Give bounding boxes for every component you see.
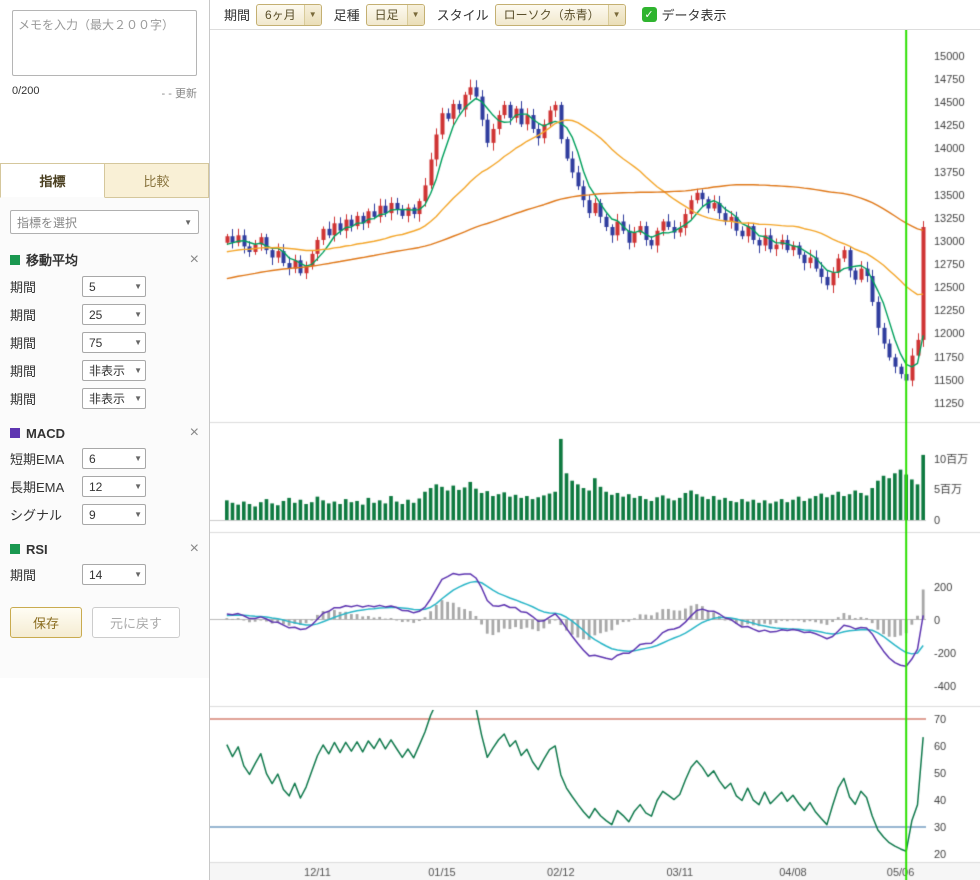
chevron-down-icon: ▼ (184, 217, 192, 227)
sidebar: 0/200 - - 更新 指標 比較 指標を選択 ▼ 移動平均 × 期間 (0, 0, 210, 880)
macd-color-swatch-icon (10, 428, 20, 438)
memo-meta: 0/200 - - 更新 (12, 85, 197, 101)
param-label: 期間 (10, 568, 37, 583)
bar-type-label: 足種 (333, 8, 360, 23)
param-row: 期間 5 ▼ (10, 276, 199, 297)
param-row: 期間 25 ▼ (10, 304, 199, 325)
indicator-select[interactable]: 指標を選択 ▼ (10, 210, 199, 234)
ma-period-4-select[interactable]: 非表示 ▼ (82, 360, 146, 381)
tab-indicators[interactable]: 指標 (0, 163, 105, 198)
rsi-period-select[interactable]: 14 ▼ (82, 564, 146, 585)
param-value: 14 (89, 567, 103, 582)
data-display-toggle[interactable]: ✓ データ表示 (641, 5, 727, 24)
param-value: 9 (89, 507, 96, 522)
ma-period-5-select[interactable]: 非表示 ▼ (82, 388, 146, 409)
param-value: 5 (89, 279, 96, 294)
sidebar-tabs: 指標 比較 (0, 163, 209, 198)
memo-input[interactable] (12, 10, 197, 76)
section-title: MACD (26, 425, 65, 441)
param-label: 期間 (10, 364, 37, 379)
param-value: 12 (89, 479, 103, 494)
param-label: 期間 (10, 280, 37, 295)
tab-compare[interactable]: 比較 (105, 163, 209, 198)
chevron-down-icon: ▼ (134, 338, 142, 347)
ma-period-2-select[interactable]: 25 ▼ (82, 304, 146, 325)
period-select[interactable]: 6ヶ月 ▼ (256, 3, 322, 26)
ma-period-3-select[interactable]: 75 ▼ (82, 332, 146, 353)
chevron-down-icon: ▼ (607, 4, 625, 25)
style-select[interactable]: ローソク（赤青） ▼ (494, 3, 626, 26)
close-icon[interactable]: × (189, 540, 199, 557)
param-label: 期間 (10, 392, 37, 407)
ma-period-1-select[interactable]: 5 ▼ (82, 276, 146, 297)
memo-update-link[interactable]: - - 更新 (161, 88, 197, 100)
param-value: 75 (89, 335, 103, 350)
section-rsi: RSI × 期間 14 ▼ (10, 541, 199, 585)
param-label: 期間 (10, 336, 37, 351)
macd-slow-select[interactable]: 12 ▼ (82, 476, 146, 497)
memo-block: 0/200 - - 更新 (0, 0, 209, 101)
memo-char-count: 0/200 (12, 85, 40, 97)
rsi-color-swatch-icon (10, 544, 20, 554)
checkbox-checked-icon: ✓ (641, 7, 657, 22)
indicator-panel: 指標を選択 ▼ 移動平均 × 期間 5 ▼ 期間 (0, 198, 209, 678)
param-label: 期間 (10, 308, 37, 323)
ma-color-swatch-icon (10, 254, 20, 265)
section-title: 移動平均 (26, 253, 79, 268)
macd-signal-select[interactable]: 9 ▼ (82, 504, 146, 525)
chevron-down-icon: ▼ (134, 454, 142, 463)
param-label: シグナル (10, 508, 63, 523)
stock-chart-canvas[interactable] (210, 30, 980, 880)
save-button[interactable]: 保存 (10, 607, 82, 638)
reset-button[interactable]: 元に戻す (92, 607, 180, 638)
param-value: 非表示 (89, 364, 126, 378)
chevron-down-icon: ▼ (134, 510, 142, 519)
macd-fast-select[interactable]: 6 ▼ (82, 448, 146, 469)
bar-type-value: 日足 (374, 8, 399, 22)
button-row: 保存 元に戻す (10, 607, 199, 638)
param-row: 期間 非表示 ▼ (10, 388, 199, 409)
chart-toolbar: 期間 6ヶ月 ▼ 足種 日足 ▼ スタイル ローソク（赤青） ▼ ✓ データ表示 (210, 0, 980, 30)
param-label: 長期EMA (10, 480, 65, 495)
chevron-down-icon: ▼ (134, 394, 142, 403)
chevron-down-icon: ▼ (134, 366, 142, 375)
chart-area: 期間 6ヶ月 ▼ 足種 日足 ▼ スタイル ローソク（赤青） ▼ ✓ データ表示 (210, 0, 980, 880)
style-label: スタイル (436, 8, 489, 23)
param-row: 期間 非表示 ▼ (10, 360, 199, 381)
style-value: ローソク（赤青） (503, 8, 600, 22)
param-value: 6 (89, 451, 96, 466)
param-value: 25 (89, 307, 103, 322)
chevron-down-icon: ▼ (303, 4, 321, 25)
bar-type-select[interactable]: 日足 ▼ (365, 3, 425, 26)
close-icon[interactable]: × (189, 250, 199, 268)
indicator-select-placeholder: 指標を選択 (17, 215, 78, 230)
section-moving-average: 移動平均 × 期間 5 ▼ 期間 25 ▼ (10, 250, 199, 409)
period-value: 6ヶ月 (265, 8, 296, 22)
chevron-down-icon: ▼ (406, 4, 424, 25)
chevron-down-icon: ▼ (134, 482, 142, 491)
period-label: 期間 (224, 8, 251, 23)
param-row: シグナル 9 ▼ (10, 504, 199, 525)
data-display-label: データ表示 (661, 8, 727, 23)
chevron-down-icon: ▼ (134, 570, 142, 579)
param-row: 長期EMA 12 ▼ (10, 476, 199, 497)
chevron-down-icon: ▼ (134, 282, 142, 291)
section-title: RSI (26, 541, 48, 557)
param-value: 非表示 (89, 392, 126, 406)
param-row: 期間 75 ▼ (10, 332, 199, 353)
param-label: 短期EMA (10, 452, 65, 467)
chevron-down-icon: ▼ (134, 310, 142, 319)
section-macd: MACD × 短期EMA 6 ▼ 長期EMA 12 ▼ (10, 425, 199, 525)
close-icon[interactable]: × (189, 424, 199, 441)
param-row: 期間 14 ▼ (10, 564, 199, 585)
param-row: 短期EMA 6 ▼ (10, 448, 199, 469)
